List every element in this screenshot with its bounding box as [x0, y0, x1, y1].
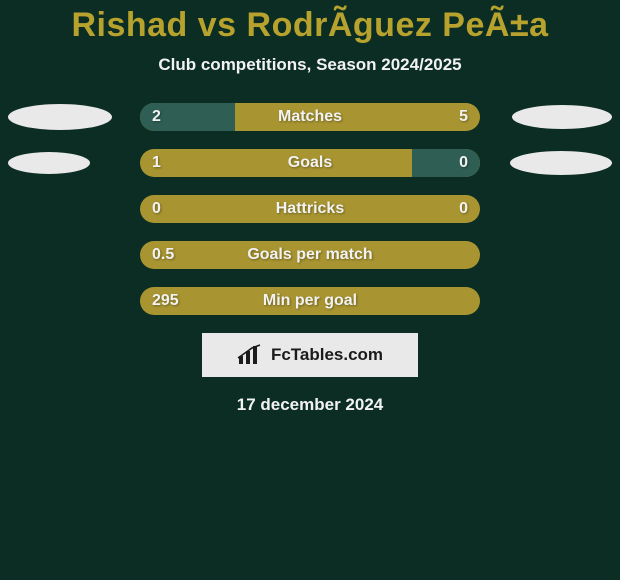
bars-icon [237, 344, 265, 366]
stat-value-right: 5 [459, 103, 468, 131]
page-title: Rishad vs RodrÃ­guez PeÃ±a [0, 6, 620, 45]
page-subtitle: Club competitions, Season 2024/2025 [0, 55, 620, 75]
stat-label: Hattricks [140, 195, 480, 223]
branding-text: FcTables.com [271, 345, 383, 365]
stat-bar: 0Hattricks0 [140, 195, 480, 223]
stat-label: Goals [140, 149, 480, 177]
stat-bar: 295Min per goal [140, 287, 480, 315]
player-oval-left [8, 152, 90, 174]
branding-badge: FcTables.com [202, 333, 418, 377]
stat-value-right: 0 [459, 149, 468, 177]
stat-row: 0Hattricks0 [0, 195, 620, 223]
stat-label: Goals per match [140, 241, 480, 269]
stat-value-right: 0 [459, 195, 468, 223]
player-oval-right [512, 105, 612, 129]
stat-bar: 0.5Goals per match [140, 241, 480, 269]
datestamp: 17 december 2024 [0, 395, 620, 415]
stat-bar: 1Goals0 [140, 149, 480, 177]
stat-row: 295Min per goal [0, 287, 620, 315]
stat-label: Matches [140, 103, 480, 131]
stat-row: 2Matches5 [0, 103, 620, 131]
comparison-infographic: Rishad vs RodrÃ­guez PeÃ±a Club competit… [0, 0, 620, 580]
player-oval-right [510, 151, 612, 175]
stat-label: Min per goal [140, 287, 480, 315]
stat-row: 0.5Goals per match [0, 241, 620, 269]
stat-row: 1Goals0 [0, 149, 620, 177]
player-oval-left [8, 104, 112, 130]
stat-bar: 2Matches5 [140, 103, 480, 131]
stat-rows: 2Matches51Goals00Hattricks00.5Goals per … [0, 103, 620, 315]
